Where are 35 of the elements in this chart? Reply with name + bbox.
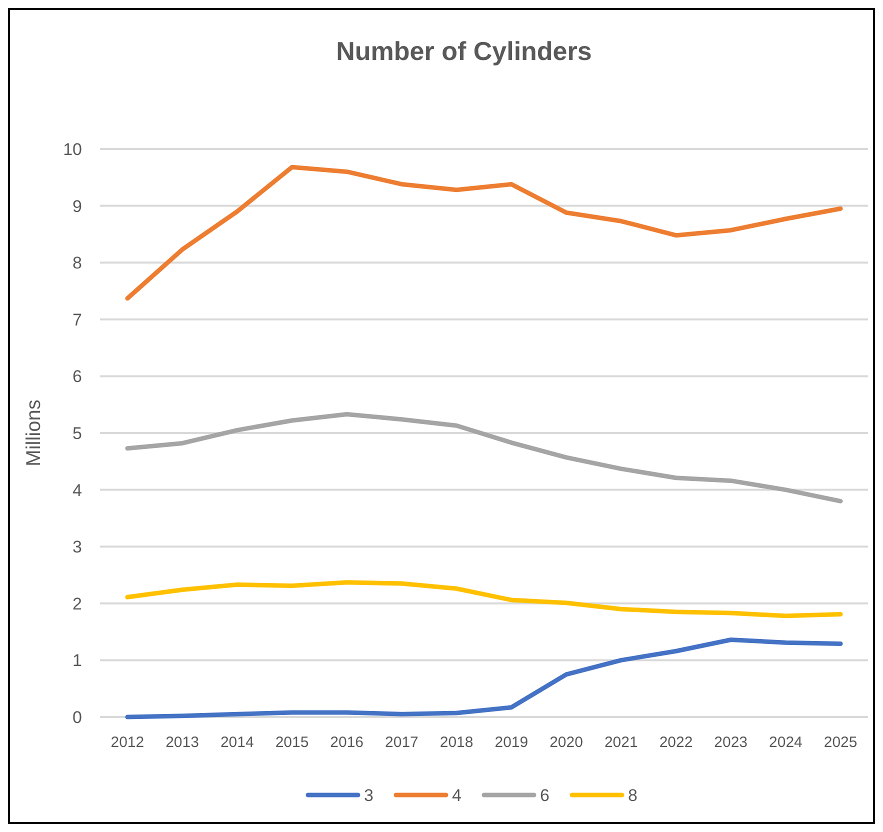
x-tick-label: 2016 [330,734,364,751]
legend-label: 3 [364,786,374,805]
y-tick-label: 3 [72,538,82,557]
x-tick-label: 2022 [659,734,693,751]
x-tick-label: 2013 [166,734,199,751]
y-tick-label: 1 [72,651,82,670]
line-series [125,638,843,720]
x-tick-label: 2025 [824,734,858,751]
line-series [125,580,843,618]
x-tick-label: 2020 [550,734,583,751]
x-tick-label: 2018 [440,734,474,751]
y-tick-label: 8 [72,254,82,273]
x-tick-label: 2015 [275,734,309,751]
y-axis-title: Millions [23,400,45,466]
x-tick-label: 2014 [220,734,254,751]
y-tick-label: 5 [72,424,82,443]
y-tick-label: 10 [63,140,82,159]
legend-label: 4 [452,786,462,805]
legend-label: 6 [540,786,550,805]
chart-title: Number of Cylinders [336,36,592,66]
y-tick-label: 2 [72,594,82,614]
x-tick-label: 2024 [769,734,802,751]
y-tick-label: 6 [72,367,82,386]
y-tick-label: 4 [72,480,82,500]
line-series [125,412,843,504]
legend-label: 8 [628,786,638,805]
y-tick-label: 7 [72,310,82,330]
x-tick-label: 2012 [110,734,144,751]
line-series [125,164,843,301]
y-tick-label: 9 [72,196,82,216]
x-tick-label: 2017 [385,734,418,751]
x-tick-label: 2021 [604,734,638,751]
x-tick-label: 2019 [494,734,528,751]
y-tick-label: 0 [72,708,82,727]
x-tick-label: 2023 [714,734,748,751]
